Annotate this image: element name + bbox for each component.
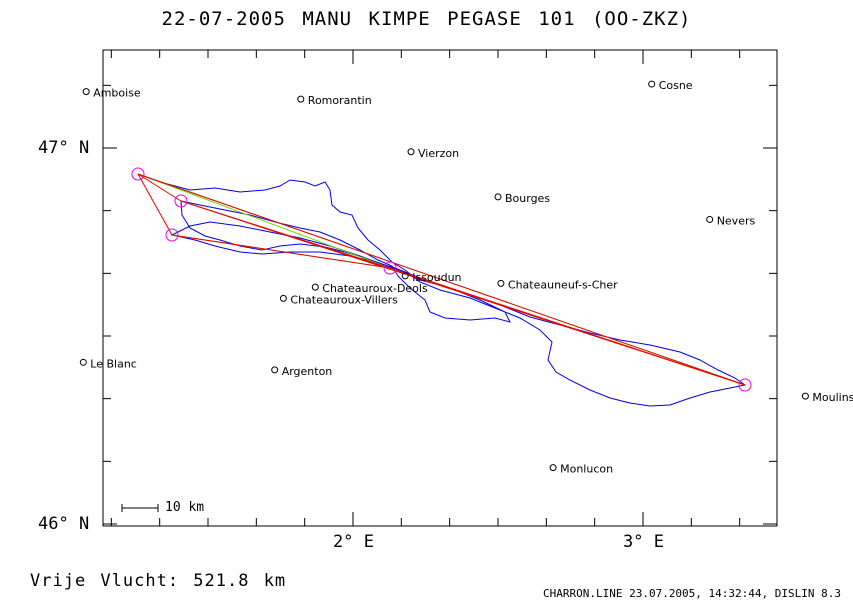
lon-label: 2° E: [333, 532, 374, 552]
flight-distance: Vrije Vlucht: 521.8 km: [30, 571, 287, 591]
turnpoint-marker: [383, 261, 397, 275]
town-label: Romorantin: [308, 94, 372, 107]
optimized-leg: [137, 173, 391, 269]
town-label: Amboise: [93, 87, 141, 100]
town-marker: Le Blanc: [79, 357, 137, 370]
scale-bar-label: 10 km: [165, 500, 205, 515]
turnpoint-marker: [738, 378, 752, 392]
town-label: Chateauroux-Deols: [322, 282, 428, 295]
turnpoint-marker: [131, 167, 145, 181]
town-label: Chateauneuf-s-Cher: [508, 278, 618, 291]
towns: Amboise Romorantin Cosne Vierzon Bourges Neve…: [79, 79, 853, 476]
turnpoint-marker: [165, 228, 179, 242]
town-marker: Argenton: [271, 365, 333, 378]
map-title: 22-07-2005 MANU KIMPE PEGASE 101 (OO-ZKZ…: [161, 8, 692, 30]
town-label: Chateauroux-Villers: [290, 293, 398, 306]
town-label: Le Blanc: [90, 357, 137, 370]
town-label: Bourges: [505, 192, 550, 205]
lat-label: 47° N: [38, 138, 90, 158]
town-marker: Chateauroux-Deols: [311, 282, 428, 295]
town-marker: Chateauneuf-s-Cher: [497, 278, 618, 291]
town-marker: Nevers: [706, 214, 756, 227]
lon-label: 3° E: [623, 532, 664, 552]
map-frame: [102, 49, 778, 527]
track-line: [137, 173, 747, 407]
town-label: Moulins: [812, 391, 853, 404]
town-marker: Moulins: [801, 391, 853, 404]
scale-bar: [121, 504, 159, 512]
gps-track: [137, 173, 747, 407]
footer-info: CHARRON.LINE 23.07.2005, 14:32:44, DISLI…: [542, 587, 841, 600]
town-label: Vierzon: [418, 147, 459, 160]
town-label: Cosne: [659, 79, 693, 92]
town-marker: Chateauroux-Villers: [279, 293, 398, 306]
town-marker: Bourges: [494, 192, 550, 205]
turnpoint-marker: [174, 194, 188, 208]
town-marker: Vierzon: [407, 147, 459, 160]
town-label: Argenton: [282, 365, 333, 378]
town-marker: Issoudun: [401, 271, 462, 284]
task-leg: [137, 173, 182, 202]
town-label: Monlucon: [560, 463, 613, 476]
town-label: Nevers: [717, 214, 756, 227]
task-route: [137, 173, 746, 386]
town-marker: Romorantin: [297, 94, 372, 107]
town-marker: Amboise: [82, 87, 141, 100]
turnpoints: [131, 167, 752, 392]
town-marker: Monlucon: [549, 463, 613, 476]
town-marker: Cosne: [648, 79, 693, 92]
task-leg: [137, 173, 746, 386]
axis-ticks: [103, 50, 777, 526]
town-label: Issoudun: [412, 271, 461, 284]
lat-label: 46° N: [38, 514, 90, 534]
task-leg: [137, 173, 746, 386]
